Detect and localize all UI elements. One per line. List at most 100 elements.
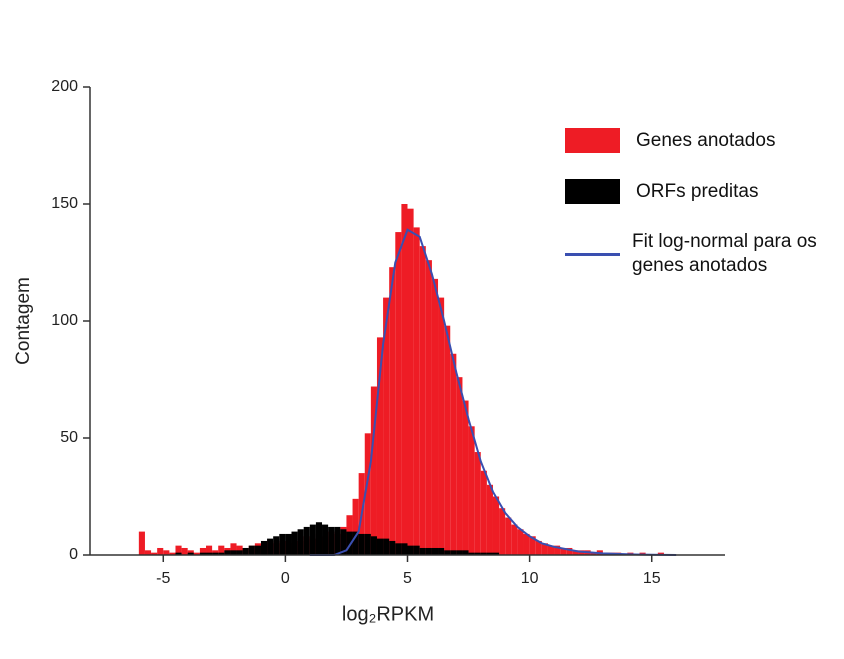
histogram-bar [175, 552, 182, 555]
histogram-bar [444, 550, 451, 555]
histogram-bar [383, 297, 390, 555]
histogram-bar [260, 540, 268, 555]
histogram-bar [572, 550, 579, 555]
legend-label: Fit log-normal para os genes anotados [632, 231, 817, 276]
histogram-bar [199, 552, 207, 555]
histogram-bar [328, 526, 335, 555]
histogram-bar [468, 552, 475, 555]
legend-entry: Genes anotados [565, 128, 835, 153]
histogram-bar [529, 536, 536, 555]
histogram-bar [505, 517, 512, 555]
histogram-bar [267, 538, 274, 555]
histogram-bar [407, 208, 414, 555]
histogram-bar [389, 540, 396, 555]
histogram-bar [438, 297, 445, 555]
histogram-bar [187, 552, 194, 555]
histogram-bar [334, 526, 341, 555]
histogram-bar [376, 538, 384, 555]
legend-swatch [565, 252, 620, 256]
histogram-bar [474, 552, 481, 555]
histogram-bar [364, 533, 371, 555]
y-tick-label: 200 [51, 78, 78, 95]
histogram-bar [218, 552, 225, 555]
histogram-bar [285, 533, 292, 555]
histogram-bar [376, 337, 384, 555]
histogram-bar [297, 529, 304, 555]
histogram-bar [425, 547, 432, 555]
y-tick-label: 150 [51, 195, 78, 212]
histogram-bar [456, 550, 463, 555]
histogram-bar [389, 267, 396, 555]
histogram-bar [181, 547, 188, 555]
histogram-bar [511, 524, 518, 555]
legend-swatch [565, 128, 620, 153]
histogram-bar [468, 426, 475, 555]
x-tick-label: 10 [521, 570, 539, 587]
histogram-bar [230, 550, 237, 555]
histogram-bar [163, 550, 170, 555]
histogram-bar [206, 545, 213, 555]
histogram-bar [590, 552, 597, 555]
histogram-bar [273, 536, 280, 555]
histogram-bar [224, 550, 231, 555]
legend-entry: ORFs preditas [565, 179, 835, 204]
histogram-bar [169, 552, 176, 555]
histogram-bar [480, 470, 487, 555]
histogram-bar [450, 550, 457, 555]
histogram-bar [157, 547, 164, 555]
histogram-bar [212, 552, 219, 555]
y-tick-label: 0 [69, 546, 78, 563]
histogram-bar [340, 529, 347, 555]
histogram-bar [358, 533, 365, 555]
histogram-bar [486, 484, 493, 555]
histogram-bar [383, 538, 390, 555]
histogram-bar [413, 227, 420, 555]
histogram-bar [322, 524, 329, 555]
histogram-bar [193, 552, 200, 555]
histogram-bar [431, 547, 439, 555]
histogram-bar [657, 552, 664, 555]
histogram-bar [456, 377, 463, 555]
histogram-bar [492, 496, 500, 555]
histogram-bar [560, 547, 567, 555]
x-tick-label: -5 [156, 570, 170, 587]
y-tick-label: 100 [51, 312, 78, 329]
histogram-bar [450, 353, 457, 555]
histogram-bar [474, 452, 481, 555]
histogram-bar [395, 543, 402, 555]
histogram-bar [486, 552, 493, 555]
histogram-bar [462, 400, 469, 555]
histogram-bar [248, 545, 255, 555]
histogram-bar [303, 526, 310, 555]
legend-entry: Fit log-normal para os genes anotados [565, 230, 835, 278]
histogram-bar [352, 531, 359, 555]
x-tick-label: 15 [643, 570, 661, 587]
histogram-bar [547, 545, 555, 555]
histogram-bar [236, 550, 243, 555]
x-tick-label: 5 [403, 570, 412, 587]
histogram-bar [419, 246, 426, 555]
histogram-bar [566, 547, 573, 555]
y-tick-label: 50 [60, 429, 78, 446]
histogram-bar [254, 545, 261, 555]
legend: Genes anotados ORFs preditas Fit log-norma… [565, 128, 835, 304]
histogram-bar [499, 508, 506, 555]
histogram-bar [206, 552, 213, 555]
histogram-bar [554, 545, 561, 555]
histogram-bar [199, 547, 207, 555]
histogram-bar [346, 531, 353, 555]
histogram-bar [370, 386, 377, 555]
histogram-bar [425, 260, 432, 555]
histogram-bar [364, 433, 371, 555]
histogram-bar [462, 550, 469, 555]
histogram-bar [279, 533, 286, 555]
x-axis-label: log₂RPKM [342, 603, 434, 625]
legend-label: ORFs preditas [636, 180, 759, 202]
histogram-bar [492, 552, 500, 555]
histogram-bar [407, 545, 414, 555]
histogram-bar [352, 498, 359, 555]
histogram-bar [438, 547, 445, 555]
x-tick-label: 0 [281, 570, 290, 587]
